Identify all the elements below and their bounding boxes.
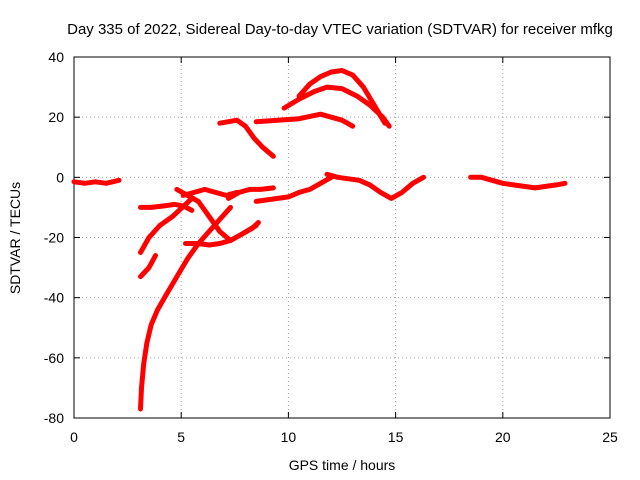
series-arc-8 [183, 220, 261, 248]
x-axis-label: GPS time / hours [289, 457, 396, 473]
x-tick-label: 20 [495, 429, 511, 445]
series-arc-3 [138, 195, 195, 255]
series-arc-15 [324, 171, 426, 201]
series-arc-11 [253, 111, 356, 129]
data-series [71, 68, 568, 412]
series-arc-14 [253, 174, 334, 204]
y-tick-label: 20 [48, 109, 64, 125]
axis-ticks [73, 56, 611, 419]
y-tick-labels: -80 -60 -40 -20 0 20 40 [44, 49, 64, 426]
x-tick-label: 5 [177, 429, 185, 445]
series-arc-2 [138, 204, 233, 412]
y-tick-label: 40 [48, 49, 64, 65]
grid-lines [74, 57, 610, 418]
y-tick-label: -60 [44, 350, 64, 366]
y-tick-label: -40 [44, 290, 64, 306]
series-arc-4 [138, 253, 158, 280]
x-tick-label: 25 [602, 429, 618, 445]
series-arc-5 [138, 201, 195, 213]
series-arc-9 [217, 117, 276, 159]
y-tick-label: 0 [56, 169, 64, 185]
series-arc-13 [296, 68, 388, 126]
series-arc-1 [71, 177, 122, 186]
x-tick-labels: 0 5 10 15 20 25 [70, 429, 618, 445]
series-arc-16 [468, 174, 568, 191]
x-tick-label: 0 [70, 429, 78, 445]
x-tick-label: 15 [388, 429, 404, 445]
y-axis-label: SDTVAR / TECUs [7, 182, 23, 294]
series-arc-6 [180, 186, 240, 198]
y-tick-label: -20 [44, 230, 64, 246]
chart-title: Day 335 of 2022, Sidereal Day-to-day VTE… [67, 21, 613, 38]
series-arc-10 [225, 185, 276, 201]
y-tick-label: -80 [44, 410, 64, 426]
x-tick-label: 10 [281, 429, 297, 445]
